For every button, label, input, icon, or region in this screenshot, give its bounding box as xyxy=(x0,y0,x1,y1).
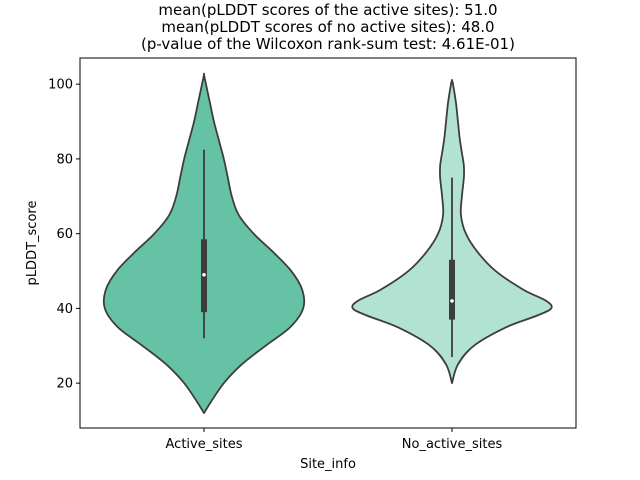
median-point-No_active_sites xyxy=(450,299,454,303)
y-tick-label: 20 xyxy=(56,377,73,392)
y-tick-label: 60 xyxy=(56,227,73,242)
title-line-3: (p-value of the Wilcoxon rank-sum test: … xyxy=(141,35,515,53)
y-tick-label: 80 xyxy=(56,152,73,167)
x-tick-label: Active_sites xyxy=(166,437,243,452)
median-point-Active_sites xyxy=(202,272,206,277)
title-line-1: mean(pLDDT scores of the active sites): … xyxy=(158,1,497,19)
x-axis: Active_sites No_active_sites xyxy=(166,428,503,452)
title-line-2: mean(pLDDT scores of no active sites): 4… xyxy=(161,18,494,36)
x-tick-label: No_active_sites xyxy=(402,437,503,452)
y-tick-label: 40 xyxy=(56,302,73,317)
plot-frame xyxy=(79,57,577,429)
chart-title: mean(pLDDT scores of the active sites): … xyxy=(141,1,515,53)
iqr-box-No_active_sites xyxy=(449,259,455,320)
y-axis: 20 40 60 80 100 xyxy=(48,78,80,392)
y-tick-label: 100 xyxy=(48,78,73,93)
violins-layer xyxy=(102,72,553,414)
x-axis-label: Site_info xyxy=(300,457,356,472)
y-axis-label: pLDDT_score xyxy=(25,201,40,286)
